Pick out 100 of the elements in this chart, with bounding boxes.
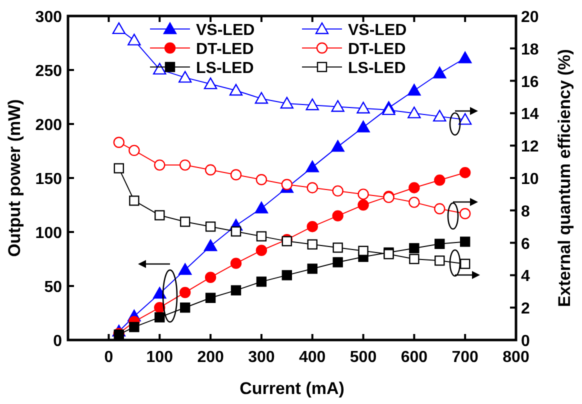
point: [180, 302, 190, 313]
point: [204, 272, 216, 283]
y-tick-label: 50: [44, 279, 62, 296]
point: [434, 256, 445, 266]
y2-tick-label: 10: [521, 171, 539, 188]
point: [204, 77, 218, 90]
legend-label: VS-LED: [196, 22, 255, 39]
point: [256, 231, 267, 242]
point: [307, 239, 318, 250]
point: [256, 276, 267, 287]
legend-label: LS-LED: [348, 60, 406, 77]
y2-tick-label: 8: [521, 203, 530, 220]
y2-tick-label: 18: [521, 41, 539, 58]
point: [204, 164, 216, 176]
y2-tick-label: 16: [521, 74, 539, 91]
point: [306, 221, 318, 232]
y2-tick-label: 14: [521, 106, 539, 124]
point: [434, 238, 445, 249]
point: [179, 159, 191, 171]
y-tick-label: 0: [53, 333, 62, 350]
point: [408, 182, 420, 194]
y2-tick-label: 6: [521, 236, 530, 253]
point: [409, 243, 420, 254]
y-tick-label: 100: [35, 225, 62, 242]
legend-label: DT-LED: [196, 41, 254, 58]
y2-tick-label: 12: [521, 138, 539, 156]
point: [307, 264, 318, 274]
y2-axis-title: External quantum efficiency (%): [555, 49, 574, 307]
x-axis-title: Current (mA): [240, 379, 344, 398]
point: [281, 178, 293, 190]
point: [230, 226, 242, 237]
point: [128, 144, 140, 156]
point: [382, 103, 396, 116]
y-tick-label: 300: [35, 9, 62, 26]
point: [230, 169, 242, 180]
point: [256, 174, 268, 186]
point: [433, 110, 446, 122]
point: [204, 239, 218, 252]
point: [356, 120, 370, 132]
point: [458, 52, 472, 64]
point: [433, 66, 446, 78]
x-tick-label: 400: [299, 349, 326, 366]
point: [230, 285, 242, 296]
x-tick-label: 200: [197, 349, 224, 366]
point: [180, 216, 190, 227]
point: [282, 270, 292, 280]
point: [254, 92, 268, 104]
point: [280, 96, 294, 109]
point: [154, 312, 165, 322]
point: [306, 182, 318, 194]
point: [254, 202, 268, 214]
point: [332, 242, 343, 253]
point: [434, 174, 446, 186]
point: [178, 70, 192, 83]
point: [408, 84, 421, 96]
point: [256, 244, 268, 256]
point: [229, 84, 243, 96]
point: [332, 210, 344, 222]
point: [331, 100, 344, 112]
point: [306, 160, 319, 172]
point: [129, 322, 140, 332]
point: [282, 236, 292, 246]
point: [356, 102, 370, 114]
x-tick-label: 800: [502, 349, 530, 366]
point: [332, 185, 344, 197]
x-tick-label: 100: [146, 349, 174, 366]
point: [205, 222, 216, 232]
point: [153, 62, 166, 75]
point: [408, 196, 420, 208]
point: [179, 286, 191, 298]
point: [358, 246, 368, 256]
y2-tick-label: 0: [521, 333, 530, 350]
point: [459, 208, 471, 220]
point: [178, 263, 192, 275]
legend-label: DT-LED: [348, 41, 406, 58]
point: [358, 188, 369, 200]
y2-tick-label: 20: [521, 9, 539, 26]
y2-tick-label: 4: [521, 268, 530, 286]
point: [153, 286, 166, 299]
x-tick-label: 700: [452, 349, 479, 366]
y2-tick-label: 2: [521, 300, 530, 318]
point: [154, 159, 166, 171]
point: [112, 22, 126, 34]
point: [331, 140, 344, 152]
point: [306, 98, 319, 110]
x-tick-label: 600: [400, 349, 428, 366]
point: [230, 258, 242, 269]
point: [205, 292, 216, 303]
y-tick-label: 250: [35, 63, 62, 80]
point: [128, 34, 141, 46]
y-tick-label: 150: [35, 171, 62, 188]
y-tick-label: 200: [35, 117, 62, 134]
point: [434, 203, 446, 214]
point: [332, 257, 343, 268]
point: [460, 236, 470, 247]
x-tick-label: 0: [104, 349, 114, 366]
point: [129, 196, 140, 206]
x-tick-label: 500: [350, 349, 377, 366]
legend-label: LS-LED: [196, 60, 254, 77]
point: [409, 254, 420, 264]
